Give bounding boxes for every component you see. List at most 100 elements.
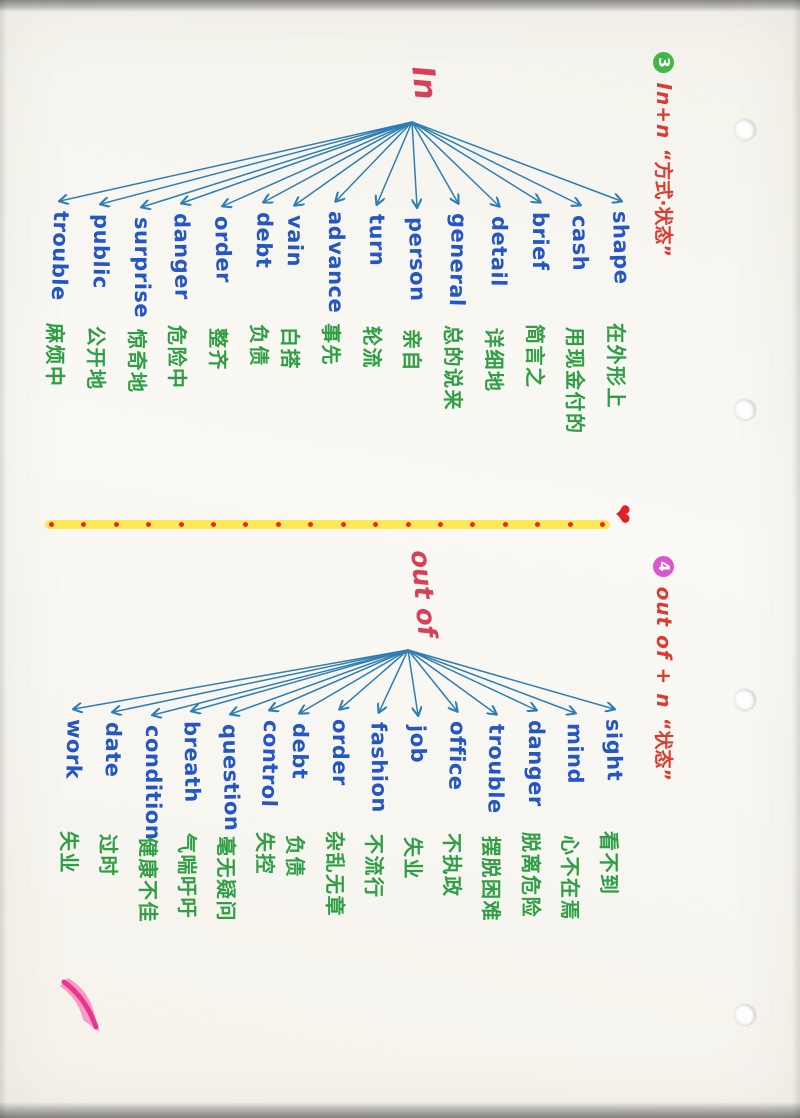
section-divider: [45, 520, 610, 529]
fan-line: [74, 649, 409, 709]
divider-dot: [340, 522, 346, 527]
fan-line: [407, 649, 536, 710]
entry-word: work: [61, 718, 87, 780]
entry-out-of-n-fashion: fashion 不流行: [362, 721, 392, 899]
entry-meaning: 健康不佳: [136, 837, 160, 923]
entry-meaning: 毫无疑问: [214, 836, 238, 922]
fan-line: [411, 121, 621, 201]
entry-word: sight: [601, 718, 627, 782]
entry-meaning: 不执政: [440, 833, 464, 898]
entry-out-of-n-danger: danger 脱离危险: [519, 720, 548, 918]
divider-dot: [437, 522, 443, 527]
entry-meaning: 脱离危险: [519, 832, 543, 918]
entry-word: job: [405, 724, 431, 764]
entry-meaning: 气喘吁吁: [175, 833, 199, 919]
entry-out-of-n-order: order 杂乱无章: [323, 719, 352, 917]
fan-line: [336, 121, 413, 201]
fan-line: [411, 121, 540, 202]
pink-marker-doodle: [36, 970, 110, 1040]
binder-hole: [734, 119, 756, 141]
entry-out-of-n-sight: sight 看不到: [597, 718, 627, 896]
entry-out-of-n-office: office 不执政: [440, 720, 470, 898]
entry-out-of-n-job: job 失业: [401, 724, 431, 880]
fan-line: [411, 121, 499, 206]
divider-dot: [243, 522, 249, 527]
entry-word: control: [256, 719, 284, 808]
fan-line: [407, 649, 418, 715]
entry-word: trouble: [483, 723, 509, 814]
divider-dot: [81, 522, 87, 527]
entry-meaning: 失业: [57, 831, 81, 874]
entry-word: date: [100, 721, 126, 778]
fan-line: [377, 121, 413, 204]
entry-out-of-n-date: date 过时: [96, 721, 126, 877]
divider-dot: [600, 522, 605, 527]
divider-dot: [308, 522, 314, 527]
fan-line: [340, 649, 409, 709]
entry-meaning: 摆脱困难: [479, 836, 503, 922]
fan-line: [113, 649, 409, 712]
fan-line: [295, 121, 413, 205]
entry-out-of-n-trouble: trouble 摆脱困难: [479, 723, 509, 922]
fan-line: [407, 649, 457, 711]
fan-line: [264, 121, 413, 202]
fan-line: [300, 649, 409, 713]
entry-meaning: 过时: [96, 834, 120, 877]
divider-dot: [178, 522, 184, 527]
fan-line: [192, 649, 409, 711]
fan-line: [182, 121, 413, 203]
fan-line: [411, 121, 417, 207]
entry-word: order: [328, 719, 352, 786]
fan-line: [231, 649, 409, 714]
entry-out-of-n-breath: breath 气喘吁吁: [175, 720, 205, 919]
fan-line: [60, 121, 413, 201]
entry-word: debt: [287, 722, 313, 780]
entry-out-of-n-question: question 毫无疑问: [214, 723, 245, 922]
divider-dot: [470, 522, 476, 527]
divider-dot: [211, 522, 217, 527]
divider-dot: [275, 522, 281, 527]
divider-dot: [567, 522, 573, 527]
entry-out-of-n-debt: debt 负债: [283, 722, 313, 878]
binder-hole: [734, 399, 756, 421]
divider-dot: [535, 522, 541, 527]
fan-line: [379, 649, 409, 712]
entry-meaning: 不流行: [362, 834, 386, 899]
entry-word: breath: [179, 720, 205, 803]
entry-meaning: 杂乱无章: [323, 831, 347, 917]
entry-word: mind: [562, 722, 588, 785]
entry-out-of-n-mind: mind 心不在焉: [558, 722, 588, 921]
entry-word: danger: [524, 720, 548, 807]
fan-line: [411, 121, 580, 205]
fan-line: [142, 121, 413, 207]
binder-hole: [734, 1004, 756, 1026]
entry-word: question: [217, 723, 245, 832]
entry-meaning: 失控: [253, 832, 277, 875]
divider-dot: [373, 522, 379, 527]
heart-icon: ❤: [608, 504, 636, 525]
fan-line: [407, 649, 614, 709]
fan-line: [223, 121, 413, 206]
fan-line: [153, 649, 409, 715]
entry-meaning: 心不在焉: [558, 835, 582, 921]
divider-dot: [405, 522, 411, 527]
fan-line: [411, 121, 458, 203]
entry-meaning: 负债: [283, 835, 307, 878]
binder-hole: [734, 689, 756, 711]
entry-meaning: 失业: [401, 837, 425, 880]
divider-dot: [146, 522, 152, 527]
fan-line: [407, 649, 575, 713]
entry-word: fashion: [366, 721, 392, 813]
divider-dot: [113, 522, 119, 527]
entry-word: office: [444, 720, 470, 791]
entry-out-of-n-work: work 失业: [57, 718, 87, 874]
fan-line: [101, 121, 413, 204]
divider-dot: [49, 522, 54, 527]
divider-dot: [502, 522, 508, 527]
entry-meaning: 看不到: [597, 831, 621, 896]
entry-out-of-n-condition: condition 健康不佳: [136, 725, 165, 923]
